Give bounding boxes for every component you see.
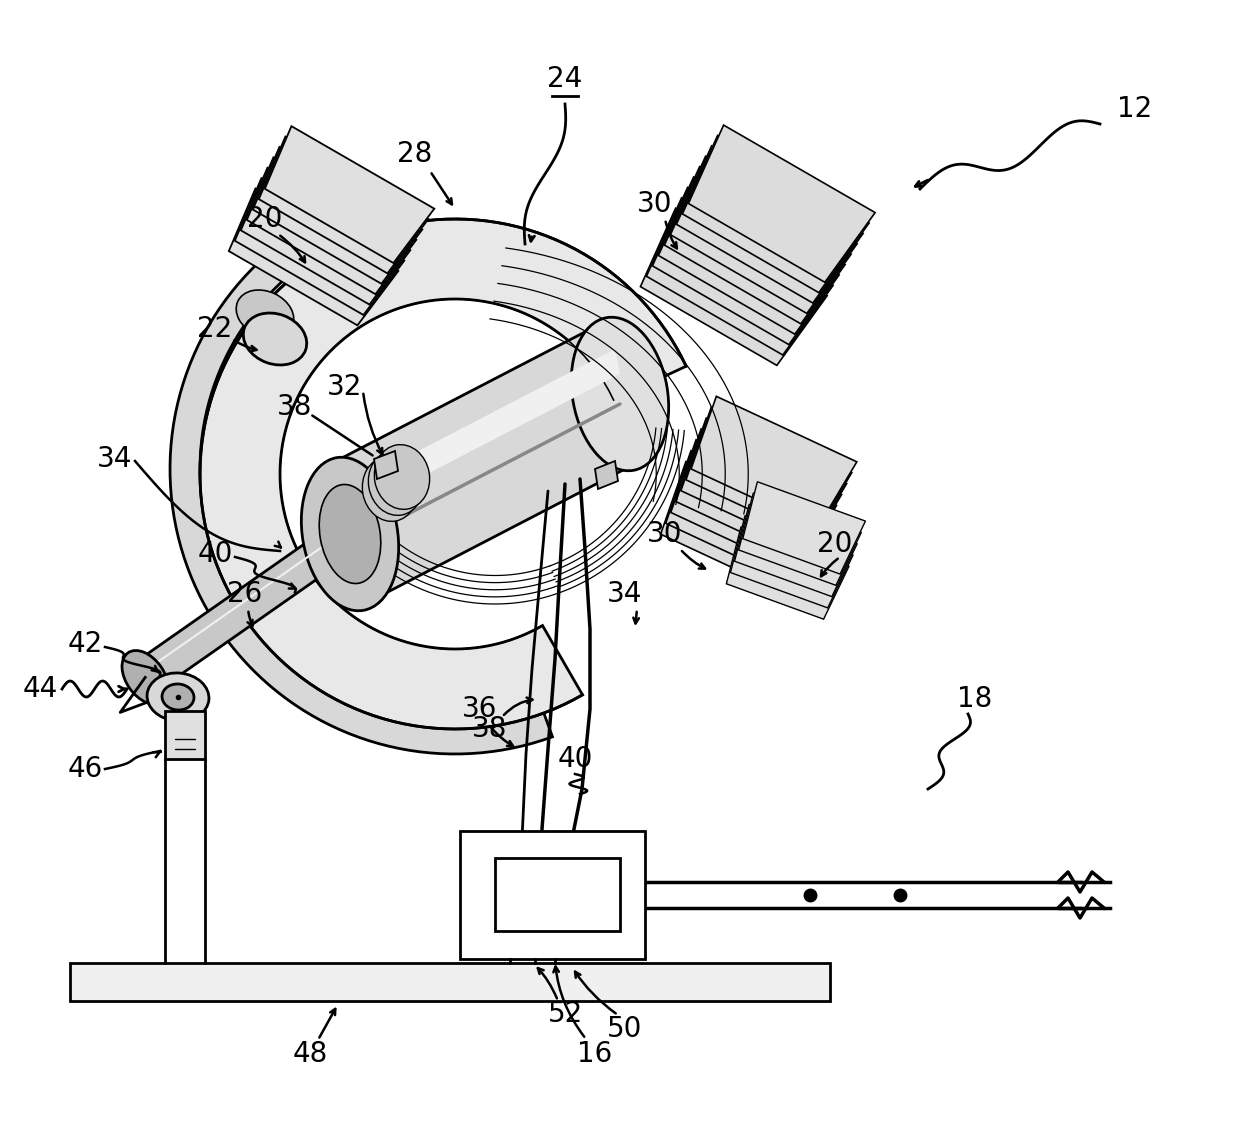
Polygon shape — [345, 349, 620, 514]
Ellipse shape — [362, 456, 418, 522]
Polygon shape — [743, 482, 866, 574]
Polygon shape — [686, 408, 852, 539]
Bar — [69, 963, 830, 1001]
Text: 42: 42 — [67, 630, 103, 658]
Bar — [460, 831, 645, 959]
Text: 20: 20 — [817, 530, 853, 558]
Text: 40: 40 — [557, 745, 593, 773]
Text: 34: 34 — [97, 445, 133, 473]
Text: 22: 22 — [197, 315, 233, 343]
Text: 24: 24 — [547, 65, 583, 93]
Text: 38: 38 — [278, 393, 312, 421]
Polygon shape — [734, 505, 857, 596]
Polygon shape — [265, 126, 434, 263]
Polygon shape — [640, 208, 827, 366]
Text: 18: 18 — [957, 685, 993, 714]
Polygon shape — [682, 135, 869, 292]
Polygon shape — [229, 189, 398, 325]
Text: 30: 30 — [647, 520, 683, 548]
Polygon shape — [676, 429, 842, 560]
Polygon shape — [652, 187, 839, 344]
Polygon shape — [671, 440, 837, 571]
Text: 46: 46 — [67, 755, 103, 784]
Polygon shape — [677, 146, 863, 303]
Polygon shape — [646, 198, 833, 355]
Ellipse shape — [301, 457, 399, 611]
Ellipse shape — [162, 684, 193, 710]
Ellipse shape — [572, 317, 668, 471]
Text: 48: 48 — [293, 1040, 327, 1068]
Text: 32: 32 — [327, 373, 362, 401]
Text: 44: 44 — [22, 675, 57, 703]
Ellipse shape — [368, 450, 424, 515]
Polygon shape — [374, 450, 398, 479]
Polygon shape — [135, 519, 361, 692]
Polygon shape — [170, 236, 553, 754]
Bar — [165, 711, 205, 759]
Text: 36: 36 — [463, 695, 497, 723]
Polygon shape — [253, 147, 423, 283]
Text: 28: 28 — [397, 140, 433, 168]
Text: 40: 40 — [197, 540, 233, 568]
Ellipse shape — [374, 445, 430, 509]
Ellipse shape — [243, 313, 306, 365]
Polygon shape — [739, 493, 862, 585]
Polygon shape — [658, 177, 846, 334]
Ellipse shape — [122, 650, 169, 704]
Text: 38: 38 — [472, 715, 507, 743]
Polygon shape — [234, 178, 404, 315]
Polygon shape — [247, 157, 417, 295]
Polygon shape — [241, 168, 410, 305]
Ellipse shape — [319, 484, 381, 584]
Polygon shape — [666, 450, 832, 583]
Text: 30: 30 — [637, 190, 673, 218]
Polygon shape — [671, 156, 857, 314]
Polygon shape — [595, 461, 618, 489]
Polygon shape — [340, 320, 625, 609]
Polygon shape — [691, 396, 857, 528]
Polygon shape — [730, 516, 853, 607]
Ellipse shape — [236, 290, 294, 338]
Polygon shape — [259, 137, 428, 273]
Bar — [495, 858, 620, 931]
Polygon shape — [681, 418, 847, 550]
Polygon shape — [665, 167, 851, 324]
Polygon shape — [727, 527, 849, 619]
Text: 52: 52 — [547, 1000, 583, 1029]
Polygon shape — [661, 462, 826, 593]
Text: 20: 20 — [247, 205, 283, 233]
Text: 34: 34 — [608, 580, 642, 609]
Text: 26: 26 — [227, 580, 263, 609]
Text: 12: 12 — [1117, 95, 1153, 123]
Text: 50: 50 — [608, 1015, 642, 1043]
Text: 16: 16 — [578, 1040, 613, 1068]
Ellipse shape — [148, 673, 210, 721]
Polygon shape — [200, 219, 686, 729]
Polygon shape — [688, 125, 875, 282]
